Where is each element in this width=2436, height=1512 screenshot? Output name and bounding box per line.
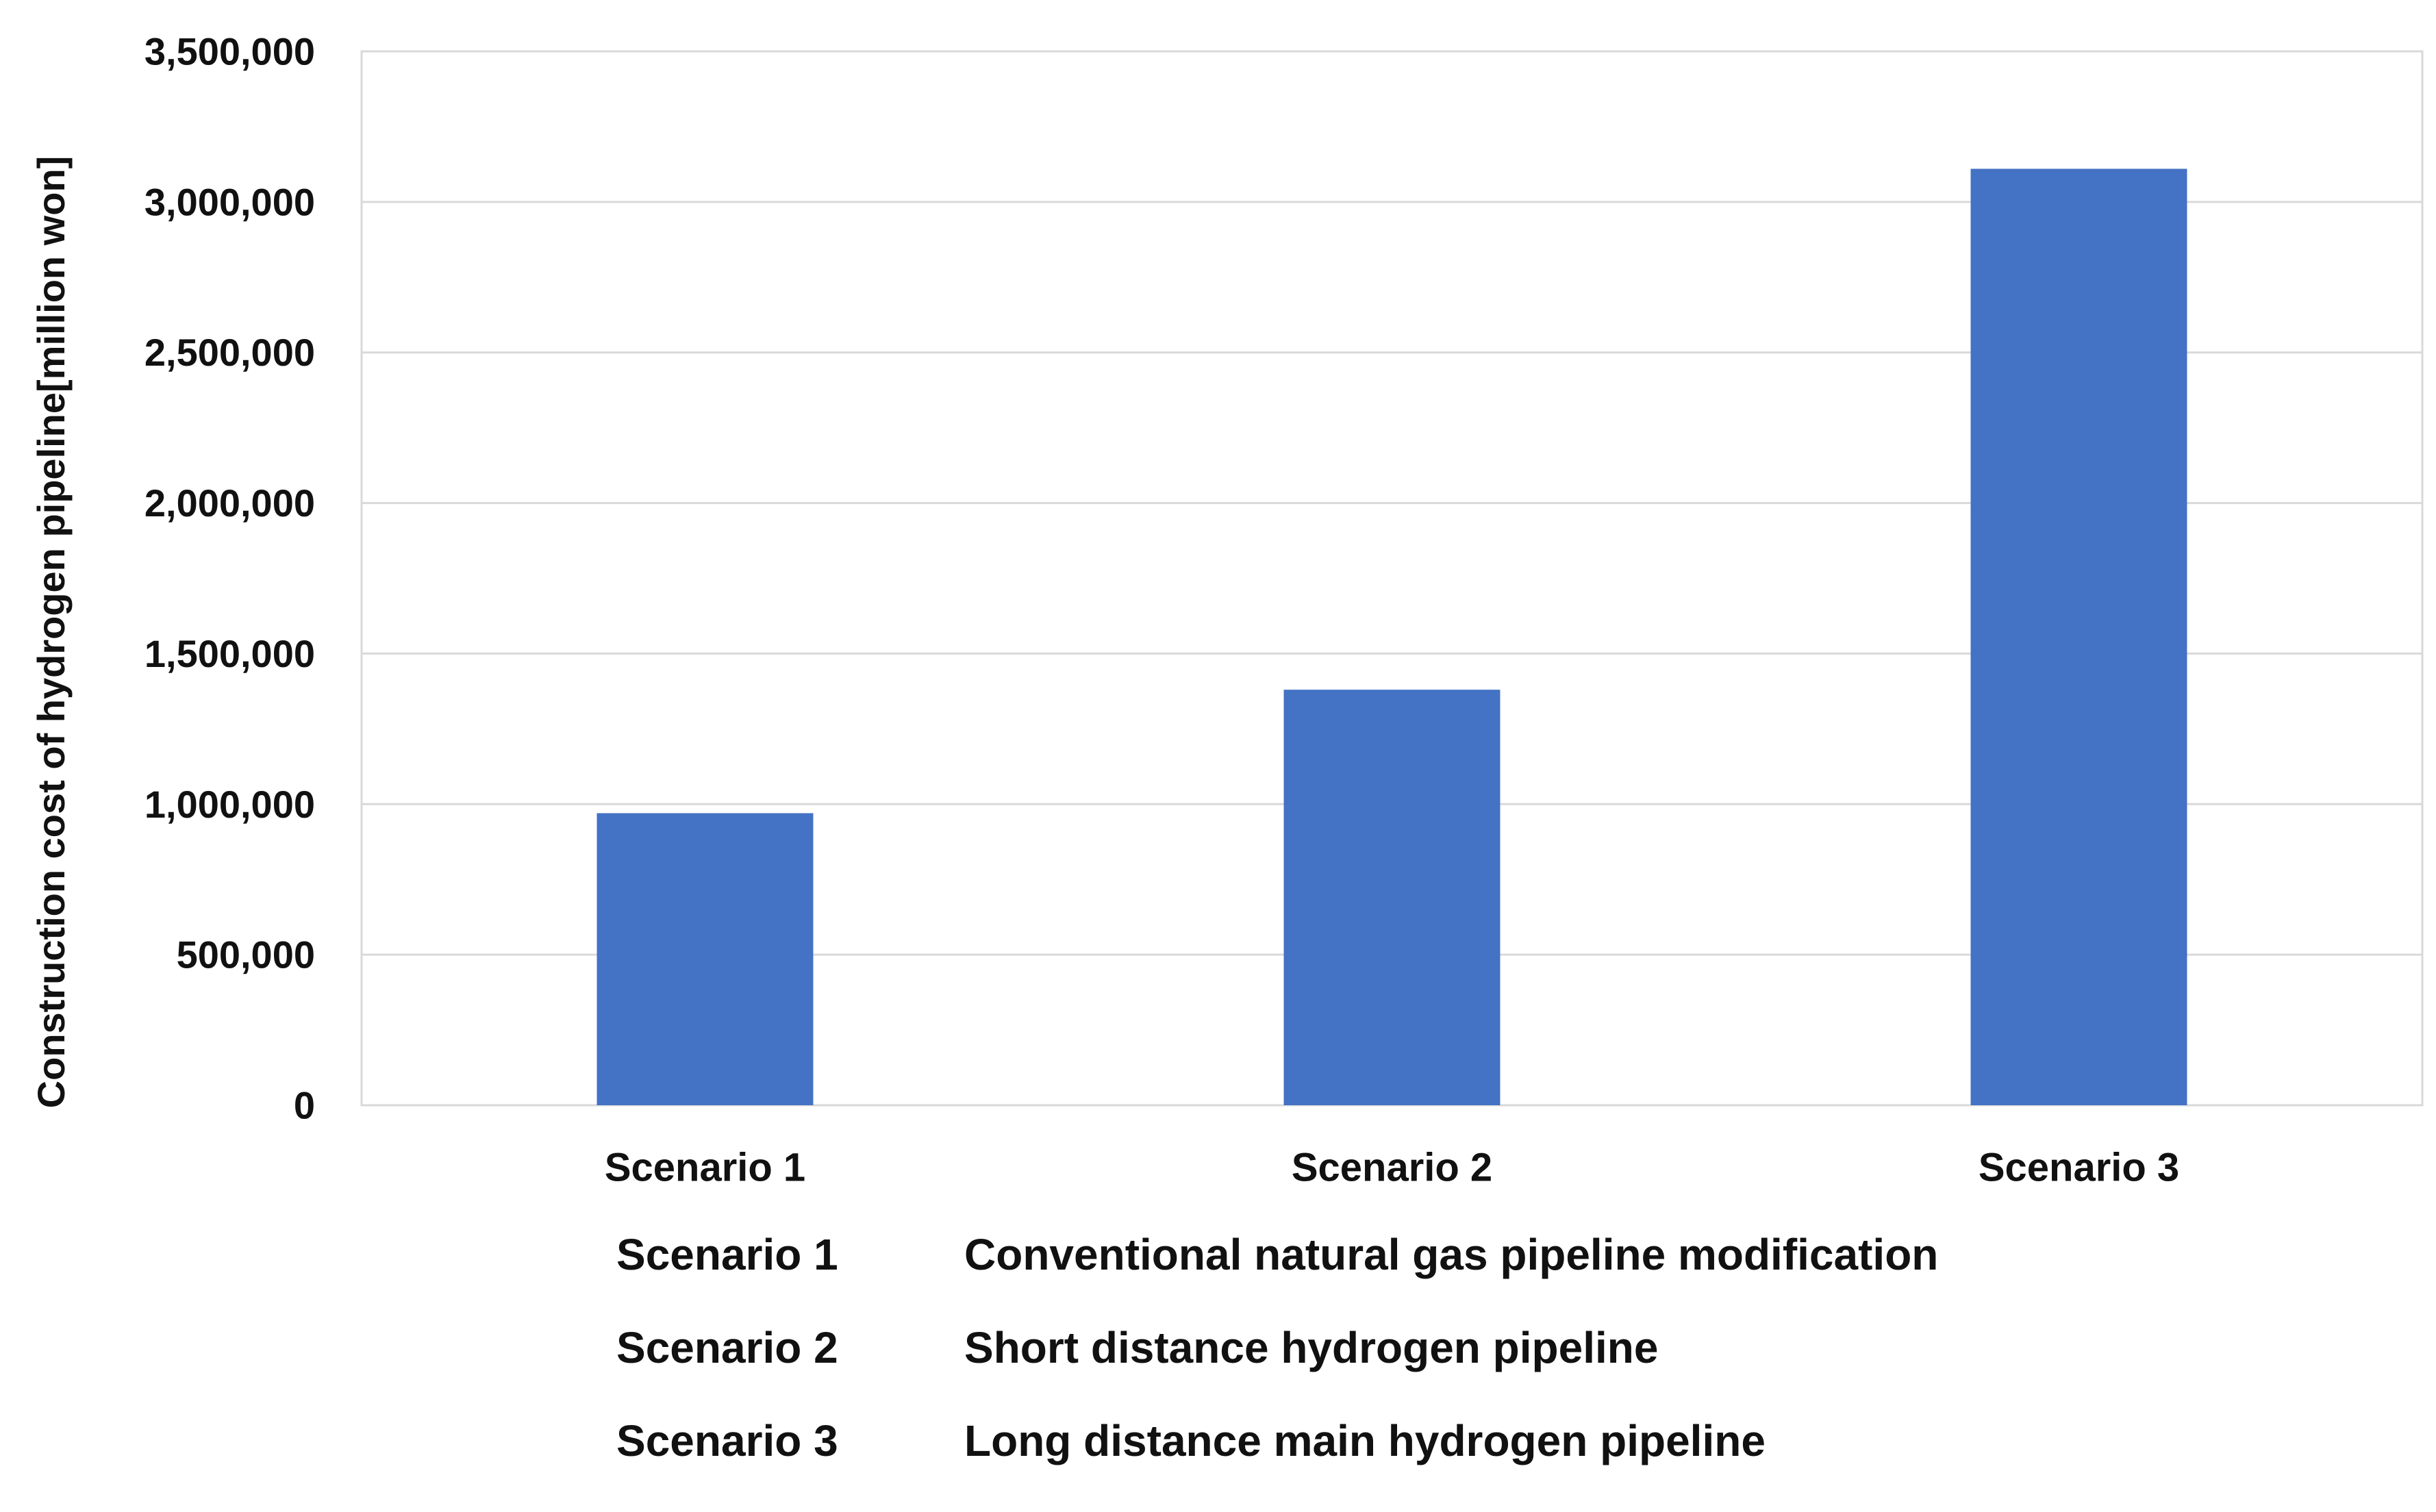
y-tick-label: 3,000,000 (145, 180, 315, 223)
bar (597, 813, 814, 1105)
scenario-key: Scenario 3 (616, 1416, 838, 1465)
scenario-description: Conventional natural gas pipeline modifi… (964, 1230, 1939, 1279)
scenario-description: Long distance main hydrogen pipeline (964, 1416, 1766, 1465)
y-axis-tick-labels: 0 500,000 1,000,000 1,500,000 2,000,000 2,500… (145, 30, 315, 1127)
x-category-label: Scenario 1 (605, 1146, 805, 1190)
scenario-description: Short distance hydrogen pipeline (964, 1323, 1659, 1372)
x-category-label: Scenario 3 (1979, 1146, 2179, 1190)
y-tick-label: 500,000 (177, 933, 315, 977)
scenario-key: Scenario 1 (616, 1230, 838, 1279)
scenario-key: Scenario 2 (616, 1323, 838, 1372)
bars (597, 168, 2187, 1106)
y-tick-label: 0 (294, 1084, 315, 1127)
y-tick-label: 1,000,000 (145, 783, 315, 826)
x-category-label: Scenario 2 (1292, 1146, 1492, 1190)
y-tick-label: 3,500,000 (145, 30, 315, 73)
x-axis-category-labels: Scenario 1 Scenario 2 Scenario 3 (605, 1146, 2179, 1190)
y-tick-label: 2,500,000 (145, 331, 315, 374)
y-tick-label: 2,000,000 (145, 481, 315, 525)
bar (1970, 168, 2187, 1106)
y-tick-label: 1,500,000 (145, 632, 315, 675)
bar (1283, 690, 1500, 1105)
y-axis-title: Construction cost of hydrogen pipeline[m… (29, 156, 73, 1109)
